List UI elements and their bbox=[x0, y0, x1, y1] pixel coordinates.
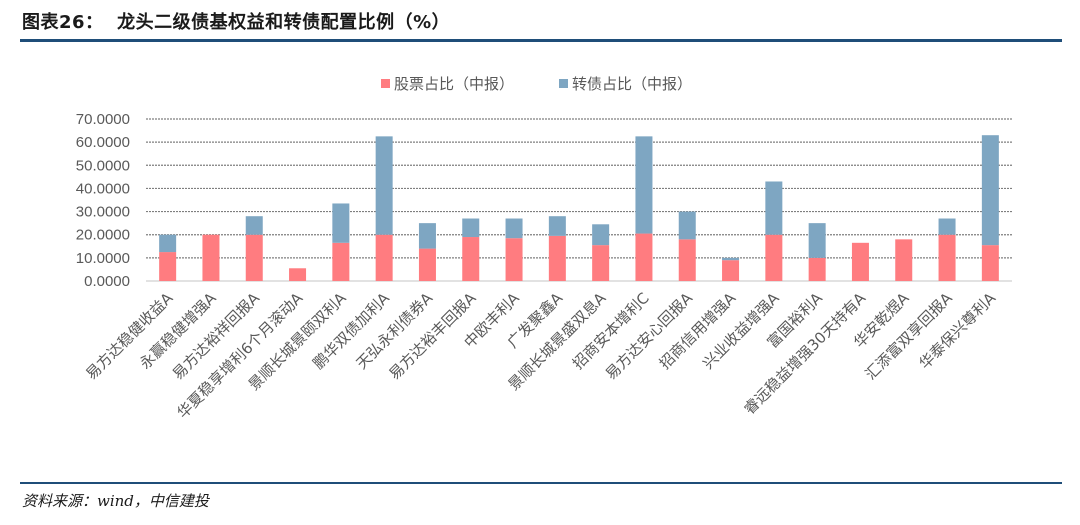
bar-stock bbox=[548, 235, 566, 281]
bar-stock bbox=[851, 242, 869, 281]
bar-stock bbox=[375, 234, 393, 281]
bar-stock bbox=[938, 234, 956, 281]
legend-label: 转债占比（中报） bbox=[572, 75, 692, 93]
bar-convertible bbox=[722, 257, 740, 261]
bar-convertible bbox=[375, 136, 393, 235]
y-tick-label: 20.0000 bbox=[76, 227, 130, 244]
bar-convertible bbox=[505, 218, 523, 239]
bar-stock bbox=[289, 268, 307, 281]
bar-convertible bbox=[981, 135, 999, 246]
legend-swatch-convertible bbox=[559, 79, 568, 88]
stacked-bar-chart: 0.0000 10.0000 20.0000 30.0000 40.0000 50.000… bbox=[76, 75, 1012, 422]
bar-stock bbox=[202, 234, 220, 281]
y-tick-label: 0.0000 bbox=[84, 273, 130, 290]
bar-convertible bbox=[765, 181, 783, 235]
bar-stock bbox=[418, 248, 436, 281]
bar-convertible bbox=[462, 218, 480, 238]
bar-stock bbox=[635, 233, 653, 281]
bar-stock bbox=[245, 234, 263, 281]
source-note: 资料来源：wind，中信建投 bbox=[22, 492, 209, 510]
bar-stock bbox=[462, 237, 480, 281]
bar-stock bbox=[722, 260, 740, 281]
y-tick-label: 40.0000 bbox=[76, 180, 130, 197]
bar-stock bbox=[159, 252, 177, 281]
bar-stock bbox=[332, 242, 350, 281]
x-category-label: 华泰保兴尊利A bbox=[916, 289, 1000, 373]
bar-convertible bbox=[678, 211, 696, 240]
title-divider bbox=[20, 39, 1062, 42]
bar-convertible bbox=[938, 218, 956, 235]
y-tick-label: 60.0000 bbox=[76, 134, 130, 151]
bar-stock bbox=[592, 245, 610, 281]
bar-convertible bbox=[548, 216, 566, 236]
figure-title: 图表26： 龙头二级债基权益和转债配置比例（%） bbox=[22, 12, 451, 33]
bar-convertible bbox=[592, 224, 610, 246]
bar-stock bbox=[895, 239, 913, 281]
bar-convertible bbox=[808, 223, 826, 258]
bar-convertible bbox=[418, 223, 436, 249]
bar-convertible bbox=[635, 136, 653, 234]
bar-convertible bbox=[159, 234, 177, 253]
footer-divider bbox=[20, 482, 1062, 484]
bar-stock bbox=[981, 245, 999, 281]
legend-swatch-stock bbox=[381, 79, 390, 88]
bar-convertible bbox=[245, 216, 263, 235]
y-tick-label: 10.0000 bbox=[76, 250, 130, 267]
legend-label: 股票占比（中报） bbox=[394, 75, 514, 93]
bar-stock bbox=[765, 234, 783, 281]
y-tick-label: 30.0000 bbox=[76, 204, 130, 221]
y-tick-label: 70.0000 bbox=[76, 111, 130, 128]
bar-stock bbox=[808, 257, 826, 281]
y-tick-label: 50.0000 bbox=[76, 157, 130, 174]
bar-stock bbox=[678, 239, 696, 281]
bar-convertible bbox=[332, 203, 350, 243]
bar-stock bbox=[505, 238, 523, 281]
